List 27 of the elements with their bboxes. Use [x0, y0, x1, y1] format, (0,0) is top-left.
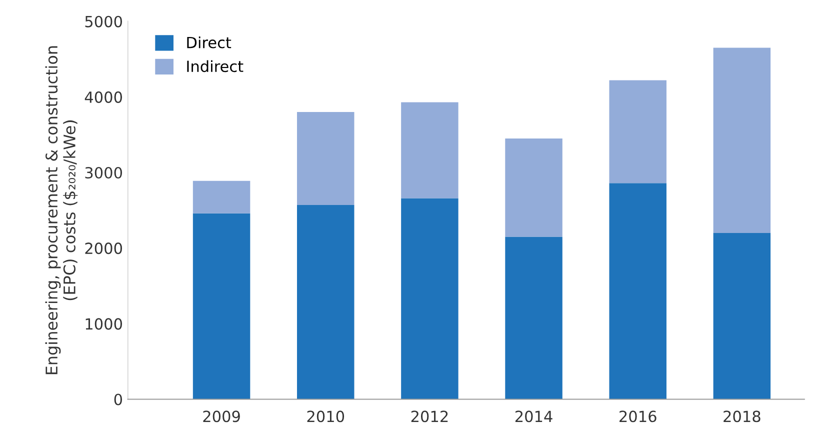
x-tick-label: 2009: [203, 410, 240, 422]
y-tick-label: 4000: [84, 91, 122, 103]
y-axis-title: Engineering, procurement & construction (EPC) costs ($₂₀₂₀/kWe): [45, 46, 78, 374]
x-tick-label: 2012: [411, 410, 448, 422]
y-tick-label: 1000: [86, 318, 122, 330]
y-tick-label: 5000: [85, 16, 122, 28]
bar: [505, 138, 562, 237]
bar: [401, 198, 458, 400]
y-tick-label: 0: [114, 394, 122, 406]
bar: [192, 213, 250, 400]
x-tick-label: 2018: [724, 410, 760, 422]
bar: [401, 102, 458, 198]
bar: [297, 205, 354, 400]
x-tick-label: 2014: [515, 410, 552, 422]
x-tick-label: 2016: [620, 410, 656, 422]
y-tick-label: 3000: [85, 166, 122, 179]
bar: [713, 48, 771, 233]
y-tick-label: 2000: [85, 242, 122, 254]
bar: [505, 236, 562, 400]
legend-label: Direct: [187, 36, 232, 48]
bar: [609, 80, 666, 184]
x-tick-label: 2010: [307, 410, 344, 422]
bar: [297, 112, 354, 206]
bar: [609, 183, 666, 400]
bar: [713, 232, 771, 400]
bar: [192, 180, 250, 214]
legend-label: Indirect: [187, 60, 244, 72]
